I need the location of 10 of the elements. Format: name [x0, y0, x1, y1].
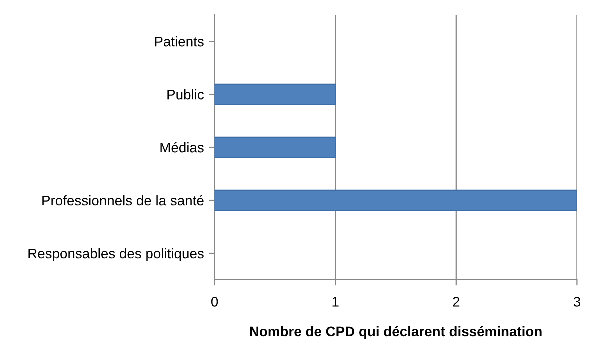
- x-tick-label: 0: [211, 297, 218, 307]
- y-tick-label: Médias: [160, 142, 204, 153]
- x-tick-label: 3: [574, 297, 580, 307]
- y-tick-label: Patients: [155, 36, 204, 47]
- y-tick-label: Professionnels de la santé: [42, 195, 204, 206]
- x-tick-label: 1: [332, 297, 339, 307]
- x-axis-title: Nombre de CPD qui déclarent dissémination: [250, 326, 542, 340]
- y-tick-label: Responsables des politiques: [28, 248, 204, 262]
- y-tick-label: Public: [168, 90, 204, 100]
- x-tick-label: 2: [453, 297, 460, 307]
